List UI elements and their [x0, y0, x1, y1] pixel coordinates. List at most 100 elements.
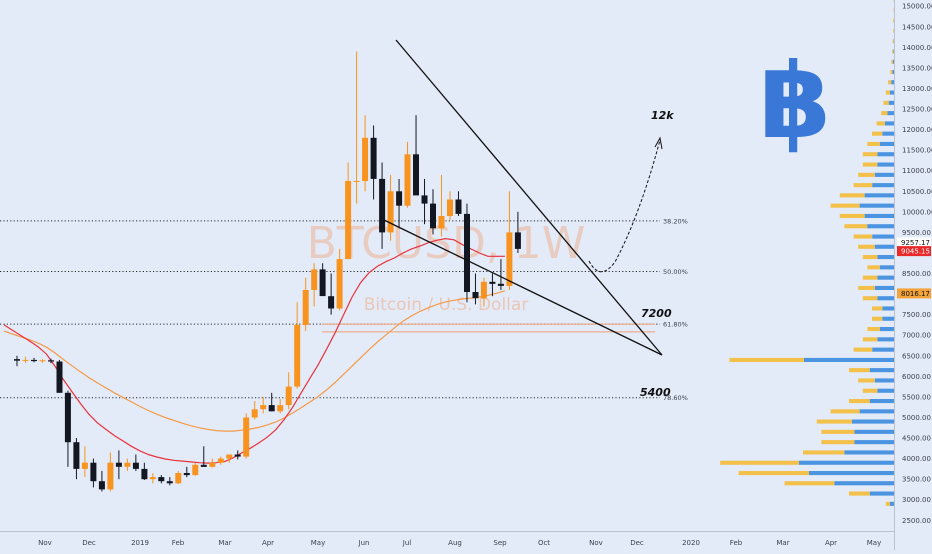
candle-body	[184, 473, 190, 475]
volume-profile-bar	[892, 49, 893, 53]
y-tick-label: 7000.00	[902, 332, 931, 340]
volume-profile-bar	[877, 276, 895, 280]
volume-profile-bar	[872, 183, 895, 187]
candle-body	[286, 387, 292, 406]
volume-profile-bar	[804, 358, 895, 362]
volume-profile-bar	[863, 163, 878, 167]
volume-profile-bar	[881, 111, 887, 115]
x-tick-label: Apr	[825, 539, 837, 547]
candle-body	[82, 463, 88, 469]
volume-profile-bar	[729, 358, 804, 362]
candle-body	[167, 481, 173, 483]
candle-body	[90, 463, 96, 482]
volume-profile-bar	[849, 399, 870, 403]
y-tick-label: 5500.00	[902, 393, 931, 401]
y-tick-label: 11500.00	[902, 147, 932, 155]
volume-profile-bar	[872, 306, 882, 310]
volume-profile-bar	[849, 368, 870, 372]
x-tick-label: Sep	[493, 539, 507, 547]
candle-body	[489, 282, 495, 284]
y-tick-label: 9500.00	[902, 229, 931, 237]
candle-body	[124, 463, 130, 467]
volume-profile-bar	[870, 399, 895, 403]
volume-profile-bar	[867, 142, 879, 146]
y-tick-label: 6000.00	[902, 373, 931, 381]
volume-profile-bar	[854, 348, 873, 352]
candle-body	[31, 360, 37, 361]
volume-profile-bar	[875, 173, 895, 177]
candle-body	[413, 154, 419, 195]
candle-body	[40, 360, 46, 361]
volume-profile-bar	[882, 306, 895, 310]
candle-body	[422, 195, 428, 203]
x-tick-label: May	[867, 539, 881, 547]
y-tick-label: 14500.00	[902, 23, 932, 31]
candle-body	[294, 325, 300, 387]
y-tick-label: 13500.00	[902, 64, 932, 72]
volume-profile-bar	[877, 296, 895, 300]
y-tick-label: 3500.00	[902, 476, 931, 484]
candle-body	[447, 200, 453, 217]
volume-profile-bar	[870, 492, 895, 496]
fib-level-label: 61.80%	[663, 321, 688, 329]
volume-profile-bar	[865, 193, 895, 197]
y-tick-label: 11000.00	[902, 167, 932, 175]
volume-profile-bar	[863, 296, 878, 300]
volume-profile-bar	[854, 235, 873, 239]
candle-body	[430, 204, 436, 229]
candle-body	[65, 393, 71, 442]
volume-profile-bar	[887, 111, 895, 115]
volume-profile-bar	[858, 378, 875, 382]
y-tick-label: 13000.00	[902, 85, 932, 93]
annotation-label: 7200	[641, 307, 672, 320]
volume-profile-bar	[840, 214, 865, 218]
fib-level-label: 50.00%	[663, 268, 688, 276]
volume-profile-bar	[720, 461, 799, 465]
volume-profile-bar	[875, 378, 895, 382]
volume-profile-bar	[867, 327, 879, 331]
candle-body	[133, 463, 139, 469]
y-tick-label: 6500.00	[902, 352, 931, 360]
candle-body	[201, 465, 207, 467]
annotation-label: 5400	[640, 386, 671, 399]
volume-profile-bar	[880, 142, 895, 146]
candle-body	[48, 360, 54, 361]
volume-profile-bar	[858, 245, 875, 249]
y-tick-label: 10000.00	[902, 208, 932, 216]
candle-body	[464, 214, 470, 292]
x-tick-label: Nov	[589, 539, 603, 547]
x-tick-label: Feb	[730, 539, 743, 547]
volume-profile-bar	[893, 29, 894, 33]
x-tick-label: 2019	[131, 539, 149, 547]
candle-body	[116, 463, 122, 467]
volume-profile-bar	[854, 183, 873, 187]
candle-body	[515, 232, 521, 249]
volume-profile-bar	[872, 348, 895, 352]
x-tick-label: Feb	[172, 539, 185, 547]
y-tick-label: 15000.00	[902, 3, 932, 11]
volume-profile-bar	[877, 337, 895, 341]
candle-body	[498, 284, 504, 286]
candle-body	[320, 269, 326, 296]
candle-body	[107, 463, 113, 490]
volume-profile-bar	[858, 286, 875, 290]
x-tick-label: Dec	[82, 539, 96, 547]
volume-profile-bar	[863, 276, 878, 280]
volume-profile-bar	[855, 430, 896, 434]
y-tick-label: 2500.00	[902, 517, 931, 525]
volume-profile-bar	[880, 327, 895, 331]
volume-profile-bar	[877, 163, 895, 167]
candle-body	[473, 292, 479, 298]
y-tick-label: 5000.00	[902, 414, 931, 422]
candle-body	[23, 360, 29, 361]
candle-body	[506, 232, 512, 286]
volume-profile-bar	[840, 193, 865, 197]
volume-profile-bar	[882, 132, 895, 136]
volume-profile-bar	[739, 471, 809, 475]
fib-level-label: 38.20%	[663, 217, 688, 225]
y-tick-label: 3000.00	[902, 496, 931, 504]
bitcoin-logo: ฿	[759, 40, 831, 162]
volume-profile-bar	[885, 121, 895, 125]
